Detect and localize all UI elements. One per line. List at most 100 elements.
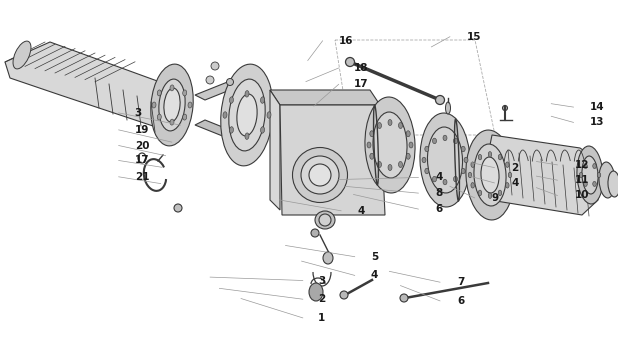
Ellipse shape <box>151 64 193 146</box>
Ellipse shape <box>399 162 402 168</box>
Ellipse shape <box>582 156 598 194</box>
Ellipse shape <box>367 142 371 148</box>
Ellipse shape <box>409 142 413 148</box>
Polygon shape <box>195 120 255 145</box>
Ellipse shape <box>345 57 355 67</box>
Ellipse shape <box>211 62 219 70</box>
Ellipse shape <box>425 168 429 174</box>
Ellipse shape <box>399 122 402 129</box>
Ellipse shape <box>468 172 472 178</box>
Text: 2: 2 <box>318 294 326 304</box>
Ellipse shape <box>461 146 465 152</box>
Text: 12: 12 <box>575 160 589 170</box>
Ellipse shape <box>406 131 410 137</box>
Ellipse shape <box>443 179 447 185</box>
Ellipse shape <box>481 157 499 193</box>
Ellipse shape <box>420 113 470 207</box>
Ellipse shape <box>370 153 374 159</box>
Ellipse shape <box>478 190 482 196</box>
Ellipse shape <box>245 90 249 97</box>
Ellipse shape <box>488 152 492 157</box>
Text: 4: 4 <box>357 206 365 216</box>
Ellipse shape <box>498 190 502 196</box>
Ellipse shape <box>425 146 429 152</box>
Polygon shape <box>195 75 255 100</box>
Ellipse shape <box>365 97 415 193</box>
Text: 14: 14 <box>590 102 605 112</box>
Polygon shape <box>280 105 385 215</box>
Ellipse shape <box>315 211 335 229</box>
Ellipse shape <box>597 172 601 177</box>
Ellipse shape <box>373 112 407 178</box>
Ellipse shape <box>223 112 227 118</box>
Ellipse shape <box>508 172 512 178</box>
Ellipse shape <box>245 133 249 139</box>
Text: 9: 9 <box>491 193 499 203</box>
Polygon shape <box>5 42 180 130</box>
Ellipse shape <box>170 119 174 125</box>
Ellipse shape <box>188 102 192 108</box>
Ellipse shape <box>471 183 475 188</box>
Polygon shape <box>490 135 598 215</box>
Text: 18: 18 <box>353 63 368 73</box>
Ellipse shape <box>474 144 506 206</box>
Text: 3: 3 <box>318 275 326 286</box>
Ellipse shape <box>577 146 603 204</box>
Ellipse shape <box>454 176 457 182</box>
Ellipse shape <box>157 114 161 120</box>
Ellipse shape <box>608 171 618 197</box>
Ellipse shape <box>406 153 410 159</box>
Ellipse shape <box>446 102 451 114</box>
Ellipse shape <box>593 164 596 169</box>
Text: 1: 1 <box>318 313 326 323</box>
Ellipse shape <box>433 176 436 182</box>
Ellipse shape <box>229 127 234 133</box>
Ellipse shape <box>464 157 468 163</box>
Ellipse shape <box>267 112 271 118</box>
Ellipse shape <box>433 138 436 144</box>
Text: 4: 4 <box>371 270 378 280</box>
Text: 16: 16 <box>339 36 353 46</box>
Ellipse shape <box>227 79 234 85</box>
Ellipse shape <box>579 172 583 177</box>
Text: 4: 4 <box>436 172 443 183</box>
Ellipse shape <box>261 127 265 133</box>
Ellipse shape <box>443 135 447 141</box>
Ellipse shape <box>593 182 596 186</box>
Text: 8: 8 <box>436 188 443 198</box>
Ellipse shape <box>159 79 185 131</box>
Text: 7: 7 <box>457 277 465 287</box>
Ellipse shape <box>319 214 331 226</box>
Text: 2: 2 <box>511 163 519 173</box>
Text: 11: 11 <box>575 175 589 185</box>
Ellipse shape <box>502 105 507 111</box>
Ellipse shape <box>428 127 462 193</box>
Ellipse shape <box>506 162 509 167</box>
Ellipse shape <box>488 193 492 198</box>
Ellipse shape <box>461 168 465 174</box>
Ellipse shape <box>388 165 392 170</box>
Ellipse shape <box>183 114 187 120</box>
Text: 6: 6 <box>457 296 465 306</box>
Ellipse shape <box>340 291 348 299</box>
Ellipse shape <box>301 156 339 194</box>
Ellipse shape <box>292 148 347 203</box>
Ellipse shape <box>378 162 381 168</box>
Text: 13: 13 <box>590 117 604 128</box>
Text: 6: 6 <box>436 204 443 214</box>
Text: 15: 15 <box>467 32 481 42</box>
Ellipse shape <box>323 252 333 264</box>
Ellipse shape <box>183 90 187 96</box>
Ellipse shape <box>478 154 482 160</box>
Ellipse shape <box>388 119 392 125</box>
Text: 3: 3 <box>135 108 142 118</box>
Ellipse shape <box>164 88 180 122</box>
Ellipse shape <box>237 94 257 136</box>
Ellipse shape <box>436 96 444 104</box>
Ellipse shape <box>206 76 214 84</box>
Text: 17: 17 <box>135 155 150 166</box>
Ellipse shape <box>261 97 265 103</box>
Ellipse shape <box>422 157 426 163</box>
Ellipse shape <box>454 138 457 144</box>
Ellipse shape <box>309 283 323 301</box>
